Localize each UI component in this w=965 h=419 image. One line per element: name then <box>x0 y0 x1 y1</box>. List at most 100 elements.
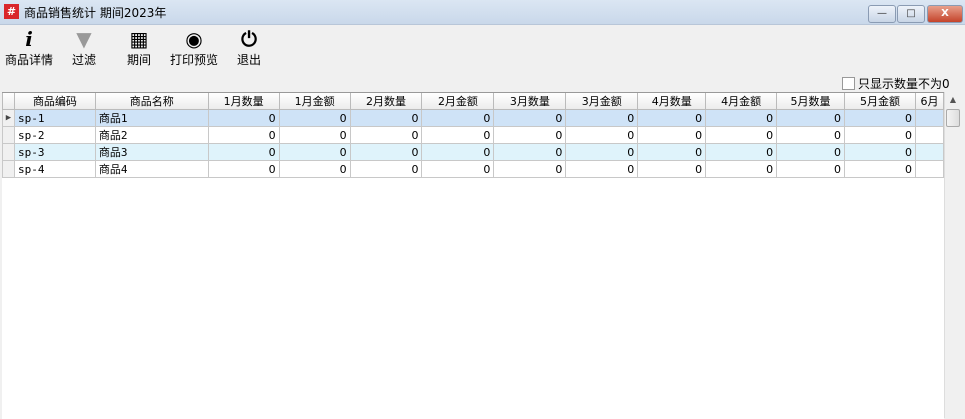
column-header[interactable]: 1月金额 <box>278 93 351 110</box>
table-cell[interactable]: 0 <box>705 109 778 127</box>
period-button[interactable]: ▦ 期间 <box>124 27 154 68</box>
table-cell[interactable]: 0 <box>776 126 846 144</box>
table-cell[interactable]: 0 <box>776 143 846 161</box>
table-cell[interactable]: 0 <box>421 126 495 144</box>
table-cell[interactable] <box>914 109 944 127</box>
table-cell[interactable]: sp-1 <box>13 109 96 127</box>
toolbar-label: 打印预览 <box>169 53 218 67</box>
column-header[interactable]: 5月数量 <box>776 93 846 110</box>
filter-button[interactable]: ▼ 过滤 <box>68 27 100 68</box>
table-row[interactable]: sp-3 商品3 0 0 0 0 0 0 0 0 0 0 <box>2 143 944 161</box>
table-cell[interactable]: 0 <box>207 143 280 161</box>
table-cell[interactable]: 0 <box>493 126 567 144</box>
column-header[interactable]: 6月 <box>914 93 944 110</box>
eye-icon: ◉ <box>185 27 203 51</box>
table-cell[interactable]: sp-4 <box>13 160 96 178</box>
table-cell[interactable]: 0 <box>637 126 707 144</box>
table-cell[interactable]: 0 <box>844 126 916 144</box>
table-cell[interactable]: 0 <box>776 160 846 178</box>
column-header[interactable]: 4月金额 <box>705 93 778 110</box>
table-cell[interactable]: 0 <box>637 109 707 127</box>
column-header[interactable]: 3月金额 <box>565 93 639 110</box>
title-bar: # 商品销售统计 期间2023年 — □ X <box>0 0 965 25</box>
column-header[interactable]: 5月金额 <box>844 93 916 110</box>
table-cell[interactable] <box>914 143 944 161</box>
scroll-up-icon[interactable]: ▲ <box>949 95 957 104</box>
row-header[interactable] <box>2 160 15 178</box>
row-header[interactable]: ▶ <box>2 109 15 127</box>
product-details-button[interactable]: i 商品详情 <box>4 27 54 68</box>
table-cell[interactable]: 0 <box>207 109 280 127</box>
table-cell[interactable]: 0 <box>565 143 639 161</box>
column-header[interactable]: 商品编码 <box>13 93 96 110</box>
exit-button[interactable]: ⏻ 退出 <box>234 27 264 68</box>
table-cell[interactable]: 0 <box>278 109 351 127</box>
column-header[interactable]: 4月数量 <box>637 93 707 110</box>
table-cell[interactable] <box>914 126 944 144</box>
table-cell[interactable]: 商品2 <box>94 126 209 144</box>
table-row[interactable]: sp-4 商品4 0 0 0 0 0 0 0 0 0 0 <box>2 160 944 178</box>
table-cell[interactable]: 0 <box>421 109 495 127</box>
close-button[interactable]: X <box>927 5 963 23</box>
table-cell[interactable]: 0 <box>844 109 916 127</box>
table-cell[interactable]: 0 <box>844 160 916 178</box>
table-cell[interactable]: 0 <box>565 126 639 144</box>
table-cell[interactable]: 0 <box>493 109 567 127</box>
toolbar-label: 过滤 <box>71 53 96 67</box>
checkbox-box[interactable] <box>842 77 855 90</box>
nonzero-only-checkbox[interactable]: 只显示数量不为0 <box>842 75 950 92</box>
info-icon: i <box>25 27 33 51</box>
table-cell[interactable]: 0 <box>705 160 778 178</box>
table-cell[interactable]: 0 <box>207 160 280 178</box>
row-header[interactable] <box>2 143 15 161</box>
table-cell[interactable]: 0 <box>349 109 423 127</box>
power-icon: ⏻ <box>241 27 257 51</box>
column-header[interactable]: 3月数量 <box>493 93 567 110</box>
sales-table: 商品编码 商品名称 1月数量 1月金额 2月数量 2月金额 3月数量 3月金额 4月数量 4月金额… <box>2 93 944 178</box>
table-cell[interactable]: 0 <box>565 160 639 178</box>
column-header[interactable]: 2月金额 <box>421 93 495 110</box>
table-cell[interactable]: 0 <box>349 160 423 178</box>
table-cell[interactable]: 0 <box>637 143 707 161</box>
scroll-thumb[interactable] <box>946 109 960 127</box>
table-cell[interactable]: 商品1 <box>94 109 209 127</box>
table-row[interactable]: sp-2 商品2 0 0 0 0 0 0 0 0 0 0 <box>2 126 944 144</box>
row-header-corner <box>2 93 15 110</box>
data-grid: 商品编码 商品名称 1月数量 1月金额 2月数量 2月金额 3月数量 3月金额 4月数量 4月金额… <box>2 92 944 419</box>
vertical-scrollbar[interactable]: ▲ <box>944 92 961 418</box>
table-cell[interactable]: 商品3 <box>94 143 209 161</box>
maximize-button[interactable]: □ <box>897 5 925 23</box>
table-cell[interactable]: 0 <box>278 143 351 161</box>
table-cell[interactable]: 0 <box>421 160 495 178</box>
table-cell[interactable]: 0 <box>278 160 351 178</box>
table-cell[interactable] <box>914 160 944 178</box>
table-cell[interactable]: 0 <box>278 126 351 144</box>
table-cell[interactable]: 0 <box>776 109 846 127</box>
row-header[interactable] <box>2 126 15 144</box>
minimize-button[interactable]: — <box>868 5 896 23</box>
table-cell[interactable]: 0 <box>565 109 639 127</box>
table-cell[interactable]: 0 <box>705 126 778 144</box>
toolbar-label: 商品详情 <box>4 53 53 67</box>
checkbox-label: 只显示数量不为0 <box>858 77 950 91</box>
toolbar-label: 退出 <box>236 53 261 67</box>
toolbar-label: 期间 <box>126 53 151 67</box>
table-cell[interactable]: 0 <box>844 143 916 161</box>
table-cell[interactable]: 0 <box>207 126 280 144</box>
table-cell[interactable]: 0 <box>493 160 567 178</box>
table-cell[interactable]: 0 <box>421 143 495 161</box>
table-cell[interactable]: sp-3 <box>13 143 96 161</box>
table-cell[interactable]: 商品4 <box>94 160 209 178</box>
filter-icon: ▼ <box>76 27 92 51</box>
column-header[interactable]: 商品名称 <box>94 93 209 110</box>
table-row[interactable]: ▶ sp-1 商品1 0 0 0 0 0 0 0 0 0 0 <box>2 109 944 127</box>
column-header[interactable]: 2月数量 <box>349 93 423 110</box>
table-cell[interactable]: 0 <box>349 143 423 161</box>
table-cell[interactable]: 0 <box>349 126 423 144</box>
table-cell[interactable]: sp-2 <box>13 126 96 144</box>
table-cell[interactable]: 0 <box>705 143 778 161</box>
table-cell[interactable]: 0 <box>493 143 567 161</box>
table-cell[interactable]: 0 <box>637 160 707 178</box>
print-preview-button[interactable]: ◉ 打印预览 <box>168 27 220 68</box>
column-header[interactable]: 1月数量 <box>207 93 280 110</box>
